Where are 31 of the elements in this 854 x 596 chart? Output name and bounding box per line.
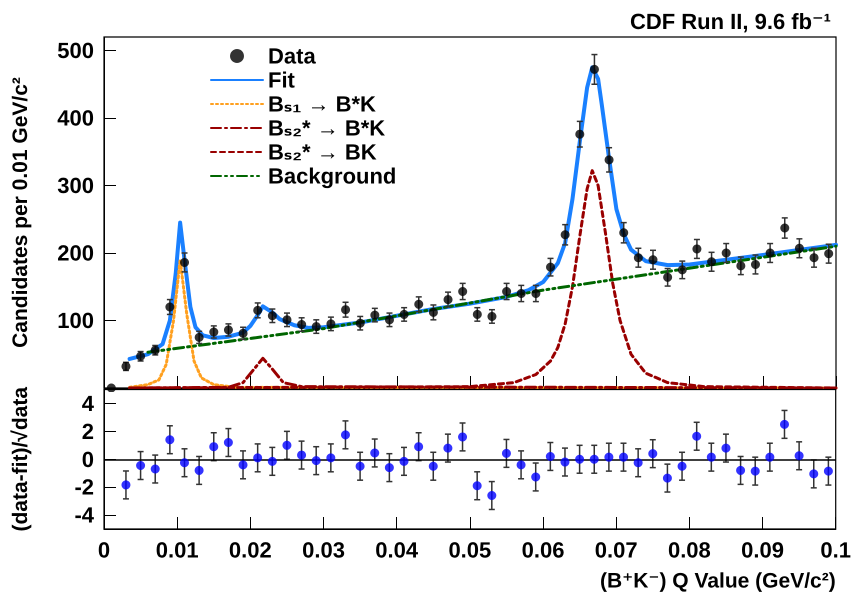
y-axis-title: Candidates per 0.01 GeV/c² xyxy=(8,77,32,348)
y-tick-label: 4 xyxy=(82,390,95,416)
x-tick-label: 0.05 xyxy=(448,538,492,562)
x-tick-label: 0.04 xyxy=(375,538,419,562)
y-tick-label: 400 xyxy=(57,106,94,130)
y-tick-label: 100 xyxy=(57,308,94,333)
x-tick-label: 0.1 xyxy=(820,538,852,562)
y-tick-label: 200 xyxy=(57,240,94,266)
legend-label: Bₛ₂* → BK xyxy=(268,140,377,164)
x-tick-label: 0.01 xyxy=(156,538,199,562)
x-tick-label: 0.03 xyxy=(302,538,345,562)
y-tick-label: -4 xyxy=(74,502,95,528)
x-tick-label: 0.02 xyxy=(228,538,272,562)
y-tick-label: 300 xyxy=(57,173,94,198)
legend-label: Bₛ₁ → B*K xyxy=(268,92,376,116)
y-tick-label: 500 xyxy=(57,38,94,63)
chart-title: CDF Run II, 9.6 fb⁻¹ xyxy=(630,9,832,34)
y-tick-label: -2 xyxy=(74,474,94,500)
legend-label: Bₛ₂* → B*K xyxy=(268,116,386,140)
legend-label: Fit xyxy=(268,68,296,92)
x-tick-label: 0.06 xyxy=(522,538,564,562)
x-tick-label: 0 xyxy=(98,538,110,562)
y-axis-title: (data-fit)/√data xyxy=(8,386,32,532)
legend-label: Data xyxy=(268,44,316,68)
x-tick-label: 0.08 xyxy=(668,538,711,562)
y-tick-label: 0 xyxy=(82,446,94,472)
legend-label: Background xyxy=(268,164,396,188)
x-tick-label: 0.09 xyxy=(741,538,784,562)
x-tick-label: 0.07 xyxy=(594,538,638,562)
y-tick-label: 2 xyxy=(82,418,94,444)
x-axis-title: (B⁺K⁻) Q Value (GeV/c²) xyxy=(600,569,836,592)
